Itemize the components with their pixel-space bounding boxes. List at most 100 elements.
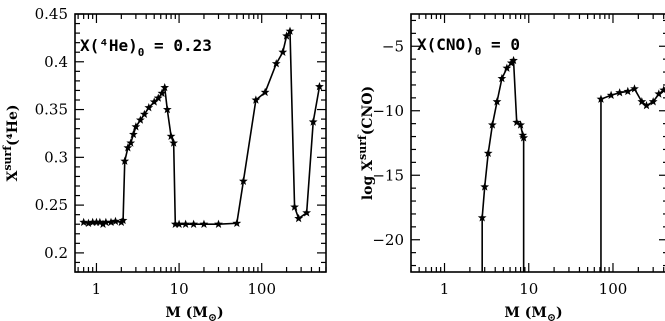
data-point — [120, 156, 130, 165]
plot-frame — [410, 13, 665, 273]
y-axis-title-sup: surf — [356, 134, 369, 160]
data-point — [118, 215, 128, 225]
data-point — [126, 138, 136, 147]
x-tick-label: 100 — [599, 280, 628, 298]
data-point — [189, 219, 198, 228]
y-tick-label: −20 — [372, 231, 404, 249]
x-axis-title-sub: ⊙ — [208, 311, 217, 321]
data-point — [123, 143, 133, 152]
data-point — [606, 90, 616, 99]
data-point — [251, 95, 261, 104]
x-tick-label: 10 — [170, 280, 189, 298]
data-point — [290, 202, 299, 211]
annotation-prefix: X(CNO) — [417, 35, 475, 54]
data-point — [199, 219, 209, 228]
y-tick-label: 0.4 — [44, 53, 68, 71]
cno-panel: 1 10 100 −20 −15 −10 −5 M (M⊙) log Xsurf(CNO) X(C… — [356, 13, 665, 321]
x-tick-label: 10 — [519, 280, 538, 298]
initial-abundance-annotation: X(CNO)0 = 0 — [417, 35, 520, 58]
data-point — [630, 84, 639, 93]
data-point — [160, 82, 170, 92]
data-point — [278, 47, 288, 56]
x-axis-title: M (M⊙) — [504, 305, 562, 321]
data-point — [106, 217, 116, 227]
data-point — [654, 89, 664, 98]
data-point — [239, 176, 248, 185]
data-point — [88, 217, 98, 227]
x-axis-title: M (M⊙) — [165, 305, 223, 321]
data-point — [111, 216, 120, 226]
data-point — [181, 219, 190, 228]
data-point — [615, 88, 625, 97]
data-point — [492, 97, 502, 106]
data-point — [518, 130, 528, 139]
data-point — [95, 217, 105, 227]
series-line-0 — [481, 58, 525, 272]
data-point — [153, 93, 163, 102]
data-point — [637, 97, 647, 106]
data-point — [480, 182, 490, 191]
data-point — [271, 59, 281, 68]
x-axis-title-main: M (M — [165, 305, 208, 321]
data-point — [135, 115, 145, 124]
data-point — [506, 58, 516, 67]
data-point — [315, 82, 324, 91]
annotation-suffix: = 0.23 — [144, 36, 211, 55]
y-axis-title: Xsurf(⁴He) — [1, 104, 21, 181]
data-point — [302, 208, 312, 217]
data-point — [84, 218, 93, 227]
series-line-1 — [600, 87, 665, 272]
data-point — [157, 88, 167, 98]
y-axis-title-tail: (⁴He) — [5, 104, 21, 146]
plot-frame — [74, 13, 327, 273]
data-point — [149, 97, 159, 106]
x-axis-title-close: ) — [217, 305, 224, 321]
data-point — [477, 213, 487, 222]
y-axis-title: log Xsurf(CNO) — [356, 86, 376, 200]
annotation-prefix: X(⁴He) — [80, 36, 138, 55]
data-point — [129, 129, 138, 139]
data-point — [497, 73, 507, 83]
data-point — [512, 117, 522, 127]
y-axis-title-main: X — [5, 171, 21, 182]
y-tick-label: −10 — [372, 102, 404, 120]
x-axis-title-main: M (M — [504, 305, 547, 321]
annotation-sub: 0 — [138, 46, 145, 59]
data-point — [509, 55, 518, 65]
data-point — [101, 217, 111, 227]
y-tick-label: 0.2 — [44, 244, 68, 262]
data-point — [144, 103, 154, 112]
data-point — [308, 117, 318, 126]
data-point — [232, 218, 242, 227]
data-point — [174, 219, 184, 228]
data-point — [166, 131, 176, 141]
y-tick-label: −15 — [372, 166, 404, 184]
data-point — [92, 217, 101, 227]
data-point — [623, 86, 633, 96]
y-tick-label: 0.25 — [35, 196, 68, 214]
x-axis-title-close: ) — [556, 305, 563, 321]
x-tick-label: 1 — [92, 280, 102, 298]
y-tick-label: 0.45 — [35, 5, 68, 23]
helium-panel: 1 10 100 0.2 0.25 0.3 0.35 0.4 0.45 M (M⊙) Xsurf(⁴… — [1, 5, 327, 321]
data-point — [139, 109, 149, 119]
data-point — [170, 219, 180, 228]
data-point — [516, 120, 525, 129]
annotation-suffix: = 0 — [481, 35, 520, 54]
series-group — [79, 26, 324, 228]
x-tick-label: 1 — [440, 280, 450, 298]
y-tick-label: −5 — [382, 37, 404, 55]
y-axis-title-sup: surf — [1, 145, 14, 171]
data-point — [79, 217, 89, 227]
y-axis-title-tail: (CNO) — [360, 86, 376, 135]
data-point — [642, 100, 651, 110]
data-point — [488, 120, 497, 129]
data-point — [483, 148, 493, 158]
initial-abundance-annotation: X(⁴He)0 = 0.23 — [80, 36, 212, 59]
data-point — [169, 138, 179, 147]
data-point — [162, 104, 172, 114]
y-axis-title-main: log X — [360, 160, 376, 200]
data-point — [294, 213, 304, 223]
data-point — [282, 31, 291, 40]
